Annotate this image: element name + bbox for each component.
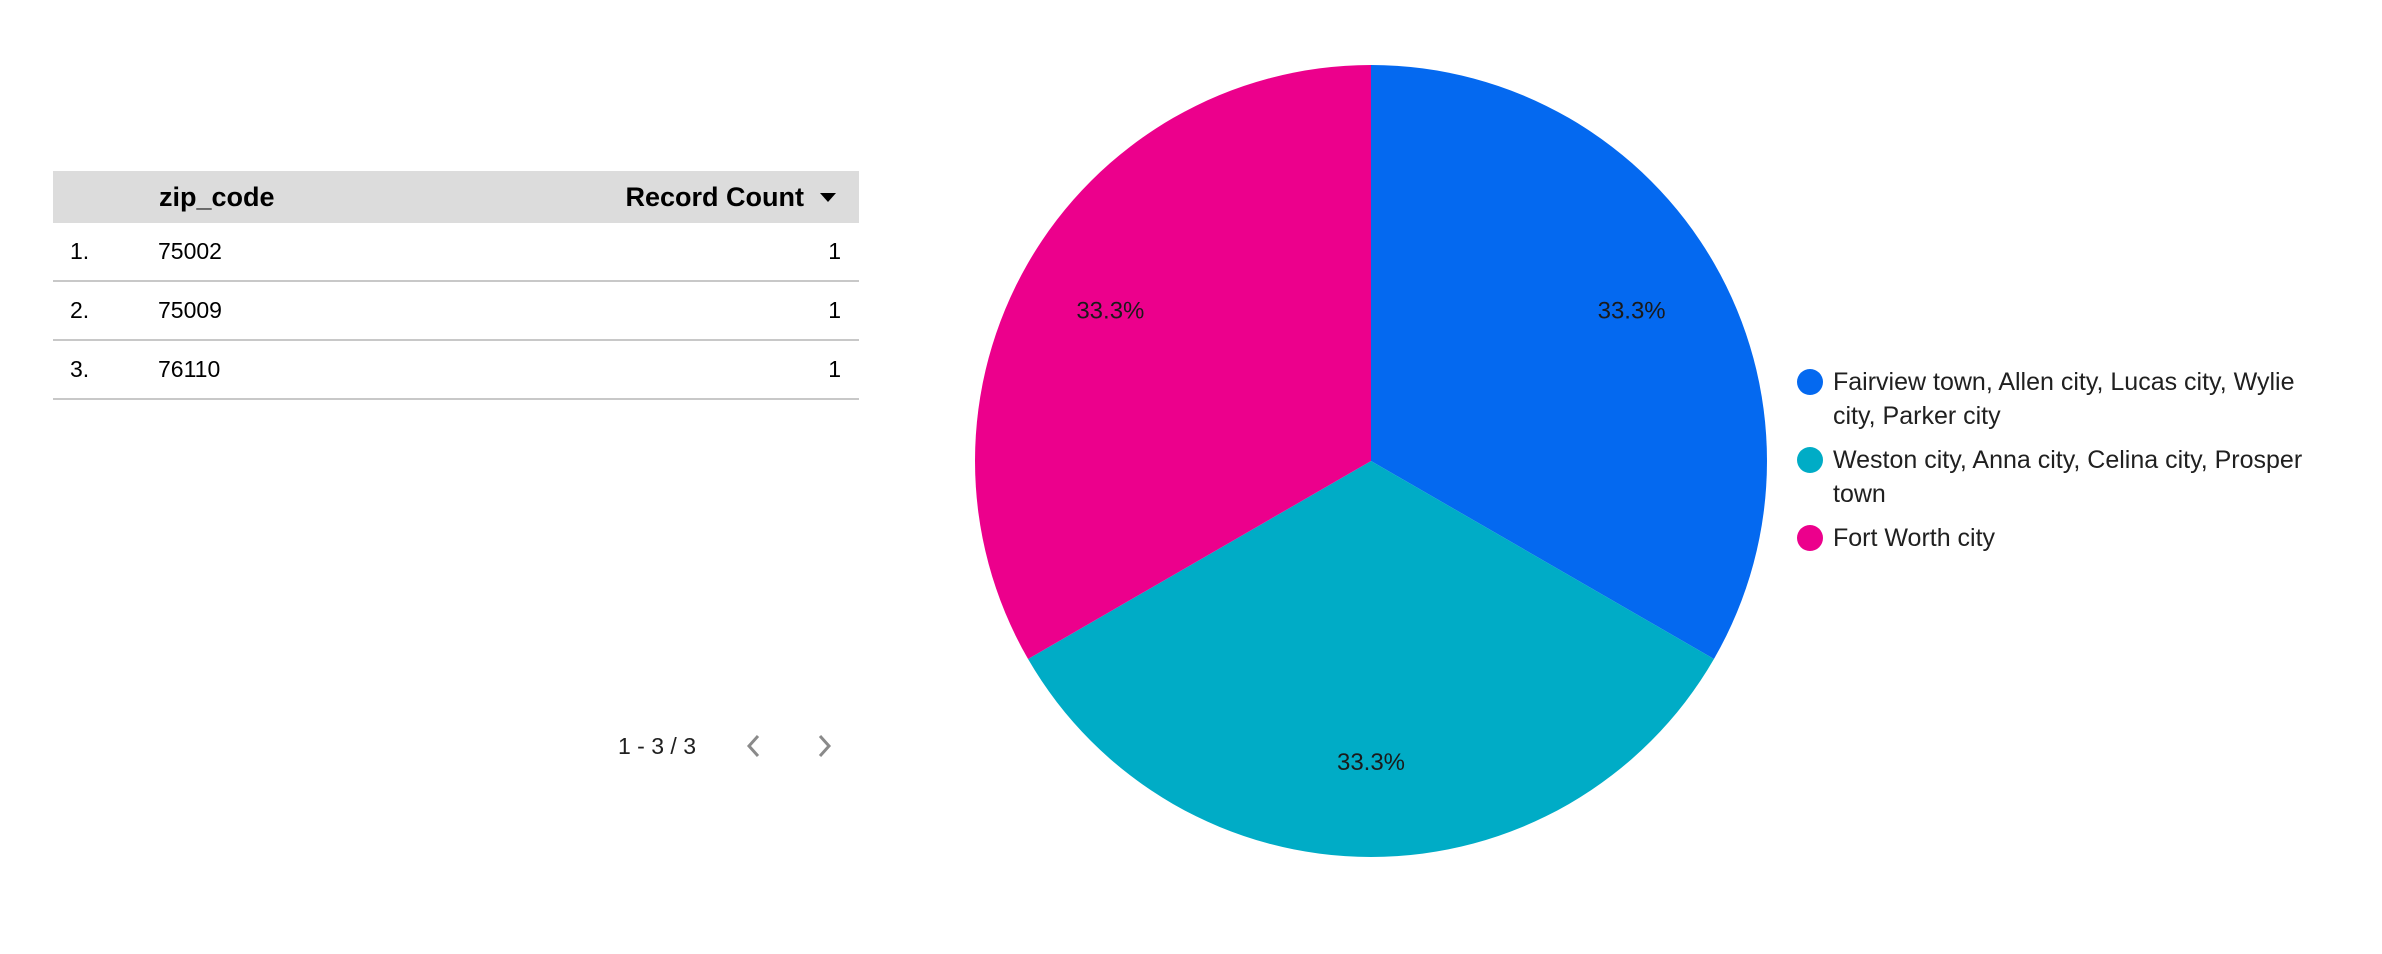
data-table: zip_code Record Count 1. 75002 1 2. 7500… (53, 171, 859, 400)
prev-page-button[interactable] (736, 728, 772, 764)
table-header: zip_code Record Count (53, 171, 859, 223)
pagination: 1 - 3 / 3 (618, 728, 876, 764)
legend-label-2: Fort Worth city (1833, 524, 1996, 552)
table-row: 3. 76110 1 (53, 341, 859, 400)
legend-label-1: Weston city, Anna city, Celina city, Pro… (1833, 446, 2303, 508)
row-index: 2. (70, 297, 90, 323)
next-page-button[interactable] (806, 728, 842, 764)
legend-label-0: Fairview town, Allen city, Lucas city, W… (1833, 368, 2295, 430)
pie-slice-0[interactable] (1371, 65, 1767, 659)
pie-slice-2[interactable] (975, 65, 1371, 659)
chart-legend: Fairview town, Allen city, Lucas city, W… (1797, 365, 2317, 565)
pie-slice-label-2: 33.3% (1076, 298, 1144, 325)
header-record-count[interactable]: Record Count (626, 182, 860, 213)
legend-swatch-0 (1797, 369, 1823, 395)
table-row: 1. 75002 1 (53, 223, 859, 282)
row-index: 1. (70, 238, 90, 264)
legend-item-2[interactable]: Fort Worth city (1797, 521, 2317, 555)
legend-swatch-2 (1797, 525, 1823, 551)
table-row: 2. 75009 1 (53, 282, 859, 341)
row-record-count: 1 (828, 238, 841, 264)
chevron-left-icon (746, 734, 760, 758)
pie-slice-label-1: 33.3% (1337, 749, 1405, 776)
row-zip-code: 75009 (158, 297, 222, 323)
header-record-count-label: Record Count (625, 181, 805, 212)
row-zip-code: 76110 (158, 356, 221, 382)
pie-slice-label-0: 33.3% (1598, 298, 1666, 325)
row-zip-code: 75002 (158, 238, 222, 264)
sort-descending-icon[interactable] (820, 192, 836, 202)
legend-item-0[interactable]: Fairview town, Allen city, Lucas city, W… (1797, 365, 2317, 433)
legend-item-1[interactable]: Weston city, Anna city, Celina city, Pro… (1797, 443, 2317, 511)
chevron-right-icon (818, 734, 832, 758)
legend-swatch-1 (1797, 447, 1823, 473)
pagination-label: 1 - 3 / 3 (618, 732, 696, 759)
row-index: 3. (70, 356, 90, 382)
row-record-count: 1 (828, 356, 841, 382)
header-zip-code[interactable]: zip_code (159, 181, 275, 212)
row-record-count: 1 (828, 297, 841, 323)
